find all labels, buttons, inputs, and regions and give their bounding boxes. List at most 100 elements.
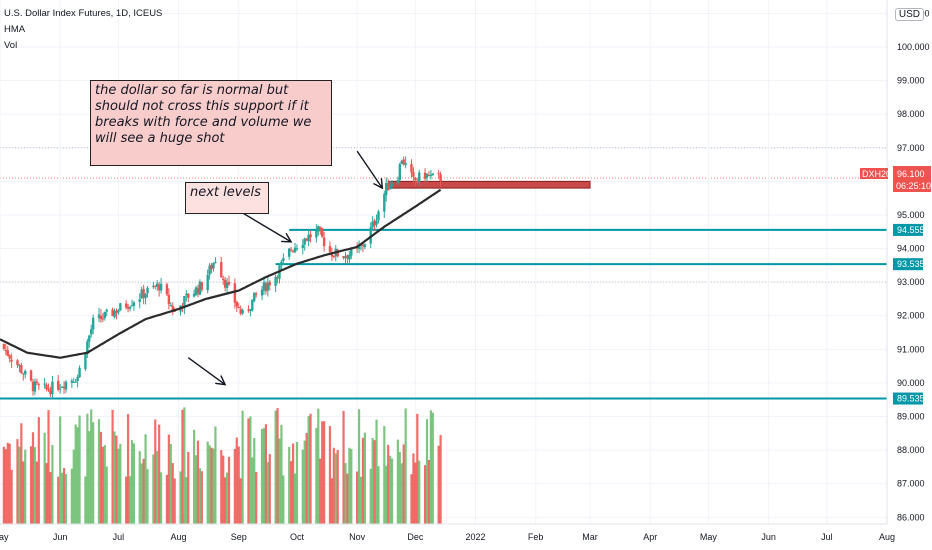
x-tick-label: Jun xyxy=(761,532,776,542)
candle-body xyxy=(320,228,324,237)
candle-body xyxy=(375,220,378,225)
candle-body xyxy=(414,177,417,181)
currency-badge[interactable]: USD xyxy=(894,8,924,21)
candle-body xyxy=(119,303,122,311)
volume-bar xyxy=(165,474,169,524)
candle-body xyxy=(124,303,128,308)
candle-body xyxy=(431,173,435,176)
candle-body xyxy=(43,383,46,385)
volume-bar xyxy=(142,458,145,524)
volume-indicator-label[interactable]: Vol xyxy=(4,40,18,51)
x-tick-label: Dec xyxy=(407,532,424,542)
volume-bar xyxy=(224,477,227,524)
candle-body xyxy=(185,293,188,296)
candle-body xyxy=(144,293,147,299)
volume-bar xyxy=(210,447,213,524)
volume-bar xyxy=(130,440,134,524)
volume-bar xyxy=(29,446,33,524)
x-tick-label: May xyxy=(700,532,718,542)
volume-bar xyxy=(276,408,279,524)
candle-body xyxy=(156,283,159,287)
volume-bar xyxy=(346,473,349,524)
annotation-note-levels[interactable]: next levels xyxy=(185,182,269,214)
volume-bar xyxy=(247,418,250,524)
volume-bar xyxy=(117,448,120,524)
symbol-title[interactable]: U.S. Dollar Index Futures, 1D, ICEUS xyxy=(4,8,163,19)
level-tag: 93.535 xyxy=(897,259,925,269)
volume-bar xyxy=(111,409,114,524)
candle-body xyxy=(20,365,23,374)
candle-body xyxy=(35,381,39,384)
y-tick-label: 87.000 xyxy=(897,479,925,489)
annotation-note-main[interactable]: the dollar so far is normal but should n… xyxy=(90,80,332,166)
candle-body xyxy=(355,247,359,249)
volume-bar xyxy=(356,471,359,524)
candle-body xyxy=(373,220,376,226)
volume-bar xyxy=(371,437,374,524)
volume-bar xyxy=(373,440,376,524)
volume-bar xyxy=(301,449,304,524)
volume-bar xyxy=(196,440,200,524)
volume-bar xyxy=(132,443,136,524)
volume-bar xyxy=(4,449,7,524)
candle-body xyxy=(412,172,415,177)
candle-body xyxy=(416,180,419,182)
volume-bar xyxy=(253,438,256,524)
chart-legend: U.S. Dollar Index Futures, 1D, ICEUS HMA… xyxy=(4,6,162,54)
last-price-tag: 96.100 xyxy=(897,169,925,179)
hma-indicator-label[interactable]: HMA xyxy=(4,24,26,35)
volume-bar xyxy=(291,443,295,524)
volume-bar xyxy=(127,414,130,524)
volume-bar xyxy=(62,468,66,524)
candle-body xyxy=(142,288,145,298)
candle-body xyxy=(317,226,320,232)
candle-body xyxy=(62,386,66,389)
volume-bar xyxy=(49,472,52,524)
volume-bar xyxy=(251,457,254,524)
volume-bar xyxy=(427,460,431,524)
candle-body xyxy=(274,276,277,286)
volume-bar xyxy=(185,477,188,524)
candle-body xyxy=(58,388,62,390)
volume-bars xyxy=(2,407,442,524)
candle-body xyxy=(437,172,440,174)
candle-body xyxy=(70,380,74,383)
volume-bar xyxy=(125,476,128,524)
volume-bar xyxy=(37,417,40,524)
x-tick-label: Mar xyxy=(582,532,598,542)
volume-bar xyxy=(437,445,440,524)
volume-bar xyxy=(169,443,172,524)
candle-body xyxy=(239,309,242,314)
volume-bar xyxy=(262,428,266,524)
candle-body xyxy=(171,305,174,312)
volume-bar xyxy=(423,465,427,524)
x-tick-label: Nov xyxy=(349,532,366,542)
candle-body xyxy=(307,234,310,242)
candle-body xyxy=(400,160,403,164)
volume-bar xyxy=(113,431,116,524)
candle-body xyxy=(47,388,50,391)
x-tick-label: May xyxy=(0,532,9,542)
candle-body xyxy=(260,289,264,296)
level-tag-bg xyxy=(893,392,923,405)
volume-bar xyxy=(402,444,405,524)
time-axis[interactable]: May Jun Jul Aug Sep Oct Nov Dec 2022 Feb Mar Apr May… xyxy=(0,532,895,542)
volume-bar xyxy=(400,463,403,524)
candle-body xyxy=(222,278,225,280)
x-tick-label: Apr xyxy=(643,532,657,542)
candle-body xyxy=(60,386,64,388)
candle-body xyxy=(99,315,103,320)
volume-bar xyxy=(220,450,223,524)
candle-body xyxy=(346,255,349,259)
volume-bar xyxy=(280,424,283,524)
volume-bar xyxy=(321,421,324,524)
candle-body xyxy=(268,282,271,286)
horizontal-levels[interactable]: 94.555 93.535 89.535 xyxy=(0,223,925,405)
candle-body xyxy=(249,309,252,312)
candle-body xyxy=(301,244,304,248)
candle-body xyxy=(295,248,299,250)
volume-bar xyxy=(414,462,417,524)
y-tick-label: 93.000 xyxy=(897,277,925,287)
candle-body xyxy=(344,256,347,259)
candle-body xyxy=(386,184,390,191)
